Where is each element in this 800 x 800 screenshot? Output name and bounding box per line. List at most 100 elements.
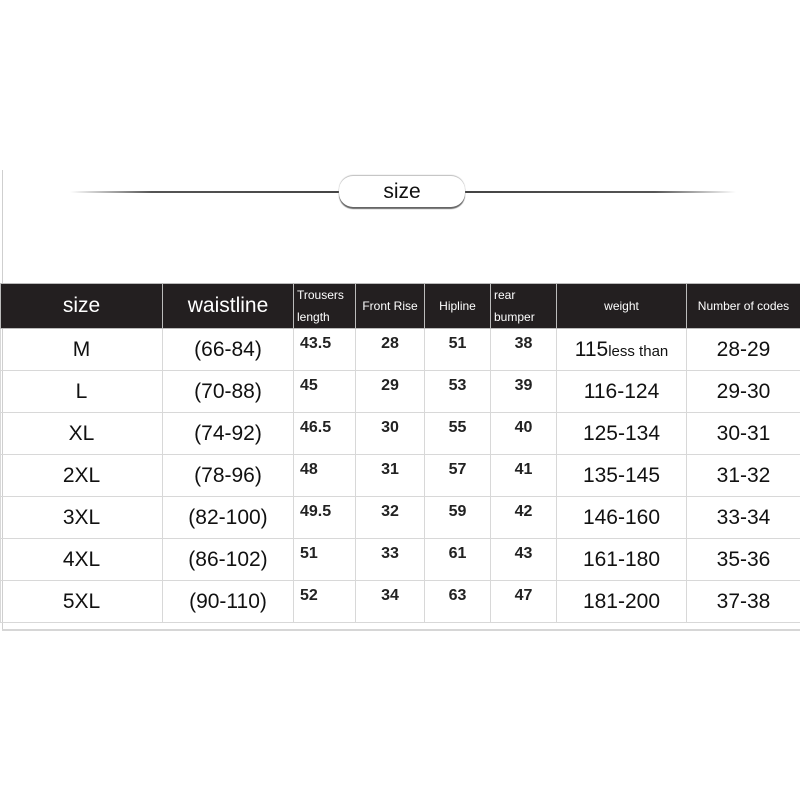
- cell-value: 28: [381, 335, 399, 352]
- cell-value: 38: [514, 335, 533, 352]
- cell-value: 28-29: [716, 337, 771, 361]
- table-row: 3XL (82-100) 49.5 32 59 42 146-160 33-34: [0, 496, 800, 539]
- cell-value: (82-100): [188, 505, 268, 529]
- cell-weight: 115less than: [556, 328, 687, 371]
- cell-value: 52: [300, 587, 318, 604]
- cell-rear-bumper: 41: [490, 454, 557, 497]
- section-title: size: [339, 176, 465, 207]
- cell-value: 48: [300, 461, 318, 478]
- cell-trousers-length: 52: [293, 580, 356, 623]
- cell-trousers-length: 48: [293, 454, 356, 497]
- cell-value: 146-160: [582, 505, 661, 529]
- cell-value: L: [75, 379, 88, 403]
- frame-border-bottom: [2, 629, 800, 631]
- cell-value: 116-124: [583, 379, 660, 403]
- cell-hipline: 51: [424, 328, 491, 371]
- table-row: 2XL (78-96) 48 31 57 41 135-145 31-32: [0, 454, 800, 497]
- cell-value: (66-84): [194, 337, 262, 361]
- cell-size: M: [0, 328, 163, 371]
- cell-waistline: (66-84): [162, 328, 294, 371]
- cell-value: 51: [300, 545, 318, 562]
- cell-value: 31-32: [716, 463, 771, 487]
- table-header-row: size waistline Trousers length Front Ris…: [0, 283, 800, 329]
- cell-rear-bumper: 43: [490, 538, 557, 581]
- cell-value: 31: [381, 461, 399, 478]
- header-front-rise: Front Rise: [355, 283, 425, 329]
- cell-value: 41: [514, 461, 533, 478]
- cell-value: 29-30: [716, 379, 771, 403]
- cell-value: 2XL: [62, 463, 101, 487]
- cell-value: 47: [514, 587, 533, 604]
- cell-front-rise: 34: [355, 580, 425, 623]
- title-divider-right: [464, 191, 736, 193]
- cell-value: 55: [448, 419, 467, 436]
- cell-value: 33-34: [716, 505, 771, 529]
- cell-value: 135-145: [582, 463, 661, 487]
- cell-waistline: (86-102): [162, 538, 294, 581]
- cell-value: (74-92): [194, 421, 262, 445]
- cell-trousers-length: 45: [293, 370, 356, 413]
- cell-value: 46.5: [300, 419, 332, 436]
- cell-value: 43.5: [300, 335, 332, 352]
- cell-codes: 35-36: [686, 538, 800, 581]
- cell-weight: 125-134: [556, 412, 687, 455]
- cell-value: 61: [448, 545, 467, 562]
- cell-size: 5XL: [0, 580, 163, 623]
- cell-weight: 116-124: [556, 370, 687, 413]
- header-rear-bumper: rear bumper: [490, 283, 557, 329]
- cell-hipline: 53: [424, 370, 491, 413]
- cell-codes: 31-32: [686, 454, 800, 497]
- cell-weight: 181-200: [556, 580, 687, 623]
- table-row: 5XL (90-110) 52 34 63 47 181-200 37-38: [0, 580, 800, 623]
- cell-front-rise: 29: [355, 370, 425, 413]
- cell-trousers-length: 46.5: [293, 412, 356, 455]
- header-weight: weight: [556, 283, 687, 329]
- cell-size: XL: [0, 412, 163, 455]
- cell-value: (90-110): [189, 589, 267, 613]
- cell-hipline: 55: [424, 412, 491, 455]
- cell-value: 125-134: [582, 421, 661, 445]
- cell-value: 37-38: [716, 589, 771, 613]
- header-trousers-length: Trousers length: [293, 283, 356, 329]
- table-row: XL (74-92) 46.5 30 55 40 125-134 30-31: [0, 412, 800, 455]
- table-row: 4XL (86-102) 51 33 61 43 161-180 35-36: [0, 538, 800, 581]
- cell-value: (86-102): [188, 547, 268, 571]
- cell-value: 40: [514, 419, 533, 436]
- cell-size: 3XL: [0, 496, 163, 539]
- cell-size: 2XL: [0, 454, 163, 497]
- cell-size: 4XL: [0, 538, 163, 581]
- cell-value: 39: [514, 377, 533, 394]
- title-divider-left: [70, 191, 342, 193]
- cell-value: (78-96): [194, 463, 262, 487]
- header-size: size: [0, 283, 163, 329]
- cell-codes: 28-29: [686, 328, 800, 371]
- size-chart-table: size waistline Trousers length Front Ris…: [0, 283, 800, 623]
- cell-value: 43: [514, 545, 533, 562]
- cell-hipline: 59: [424, 496, 491, 539]
- table-row: L (70-88) 45 29 53 39 116-124 29-30: [0, 370, 800, 413]
- cell-codes: 33-34: [686, 496, 800, 539]
- cell-value: 32: [381, 503, 399, 520]
- cell-value: 59: [448, 503, 467, 520]
- cell-weight: 161-180: [556, 538, 687, 581]
- cell-front-rise: 28: [355, 328, 425, 371]
- cell-value: 63: [448, 587, 467, 604]
- cell-rear-bumper: 42: [490, 496, 557, 539]
- cell-hipline: 57: [424, 454, 491, 497]
- cell-value: 3XL: [62, 505, 101, 529]
- cell-value: 33: [381, 545, 399, 562]
- header-waistline: waistline: [162, 283, 294, 329]
- cell-value: 42: [514, 503, 533, 520]
- cell-value: 49.5: [300, 503, 332, 520]
- cell-value: 53: [448, 377, 467, 394]
- cell-value: 5XL: [62, 589, 101, 613]
- cell-rear-bumper: 47: [490, 580, 557, 623]
- header-number-of-codes: Number of codes: [686, 283, 800, 329]
- cell-trousers-length: 49.5: [293, 496, 356, 539]
- cell-front-rise: 30: [355, 412, 425, 455]
- cell-value: XL: [68, 421, 95, 445]
- cell-trousers-length: 51: [293, 538, 356, 581]
- cell-waistline: (74-92): [162, 412, 294, 455]
- cell-rear-bumper: 39: [490, 370, 557, 413]
- cell-waistline: (82-100): [162, 496, 294, 539]
